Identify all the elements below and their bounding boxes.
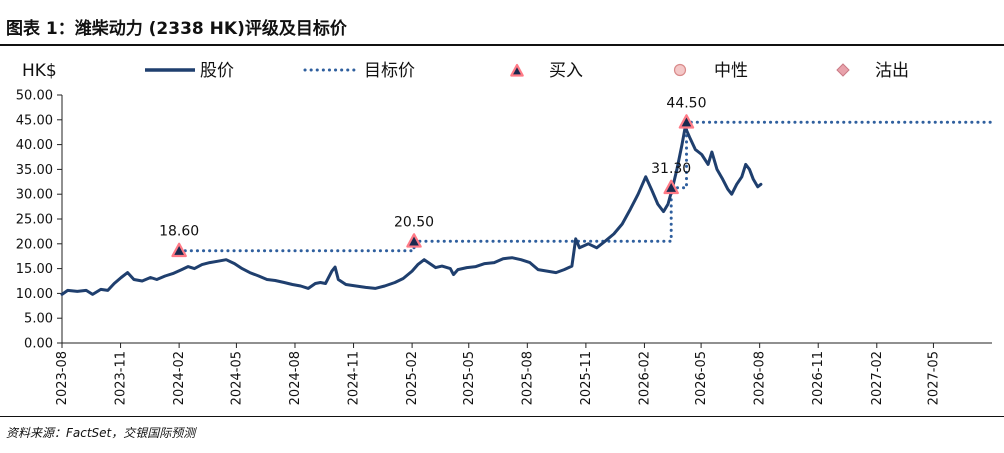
buy-rating-marker bbox=[678, 114, 695, 129]
y-tick-label: 30.00 bbox=[16, 188, 53, 203]
y-tick-label: 15.00 bbox=[16, 262, 53, 277]
x-tick-label: 2024-05 bbox=[229, 351, 244, 405]
x-tick-label: 2027-02 bbox=[870, 351, 885, 405]
x-tick-label: 2026-08 bbox=[753, 351, 768, 405]
x-tick-label: 2027-05 bbox=[926, 351, 941, 405]
series-layer bbox=[60, 120, 993, 296]
y-tick-label: 50.00 bbox=[16, 89, 53, 104]
buy-rating-marker bbox=[663, 179, 679, 195]
x-tick-label: 2024-11 bbox=[347, 351, 362, 405]
y-tick-label: 5.00 bbox=[24, 312, 53, 327]
y-tick-label: 35.00 bbox=[16, 163, 53, 178]
target-price-label: 18.60 bbox=[159, 224, 199, 240]
legend-target-label: 目标价 bbox=[364, 61, 415, 81]
x-tick-label: 2026-11 bbox=[811, 351, 826, 405]
y-tick-label: 45.00 bbox=[16, 113, 53, 128]
source-note: 资料来源：FactSet，交银国际预测 bbox=[6, 426, 196, 440]
x-tick-label: 2025-02 bbox=[405, 351, 420, 405]
stock-price-line bbox=[60, 125, 763, 296]
y-tick-label: 20.00 bbox=[16, 237, 53, 252]
legend-price-label: 股价 bbox=[200, 61, 234, 81]
y-tick-label: 40.00 bbox=[16, 138, 53, 153]
legend-buy-icon bbox=[510, 63, 524, 77]
y-tick-label: 25.00 bbox=[16, 213, 53, 228]
legend-sell-icon bbox=[836, 63, 850, 77]
x-tick-label: 2025-08 bbox=[520, 351, 535, 405]
source-divider bbox=[0, 416, 1004, 417]
x-tick-label: 2026-02 bbox=[637, 351, 652, 405]
x-tick-label: 2025-11 bbox=[579, 351, 594, 405]
title-divider bbox=[0, 44, 1004, 46]
y-tick-label: 10.00 bbox=[16, 287, 53, 302]
target-price-label: 44.50 bbox=[666, 95, 706, 111]
target-price-label: 20.50 bbox=[394, 214, 434, 230]
stock-price-chart: HK$ 股价 目标价 买入 中性 沽出 0.00 5.00 10.00 15.00 20.00 2… bbox=[16, 61, 993, 405]
buy-rating-marker bbox=[406, 233, 422, 248]
y-tick-label: 0.00 bbox=[24, 337, 53, 352]
buy-rating-marker bbox=[171, 242, 187, 258]
x-axis: 2023-08 2023-11 2024-02 2024-05 2024-08 2024-… bbox=[55, 342, 992, 405]
legend-neutral-icon bbox=[673, 63, 687, 77]
target-price-label: 31.30 bbox=[651, 161, 691, 177]
y-axis: 0.00 5.00 10.00 15.00 20.00 25.00 30.00 35.00 40… bbox=[16, 89, 63, 352]
target-price-line bbox=[177, 120, 993, 253]
legend-sell-label: 沽出 bbox=[875, 61, 909, 81]
x-tick-label: 2023-11 bbox=[114, 351, 129, 405]
legend-buy-label: 买入 bbox=[549, 61, 583, 81]
x-tick-label: 2024-02 bbox=[172, 351, 187, 405]
x-tick-label: 2026-05 bbox=[694, 351, 709, 405]
x-tick-label: 2025-05 bbox=[462, 351, 477, 405]
chart-title: 图表 1：潍柴动力 (2338 HK)评级及目标价 bbox=[6, 19, 347, 39]
x-tick-label: 2024-08 bbox=[288, 351, 303, 405]
legend: HK$ 股价 目标价 买入 中性 沽出 bbox=[22, 61, 909, 81]
legend-neutral-label: 中性 bbox=[714, 61, 748, 81]
y-unit-label: HK$ bbox=[22, 61, 57, 81]
x-tick-label: 2023-08 bbox=[55, 351, 70, 405]
rating-markers: 18.60 20.50 31.30 44.50 bbox=[159, 95, 707, 258]
